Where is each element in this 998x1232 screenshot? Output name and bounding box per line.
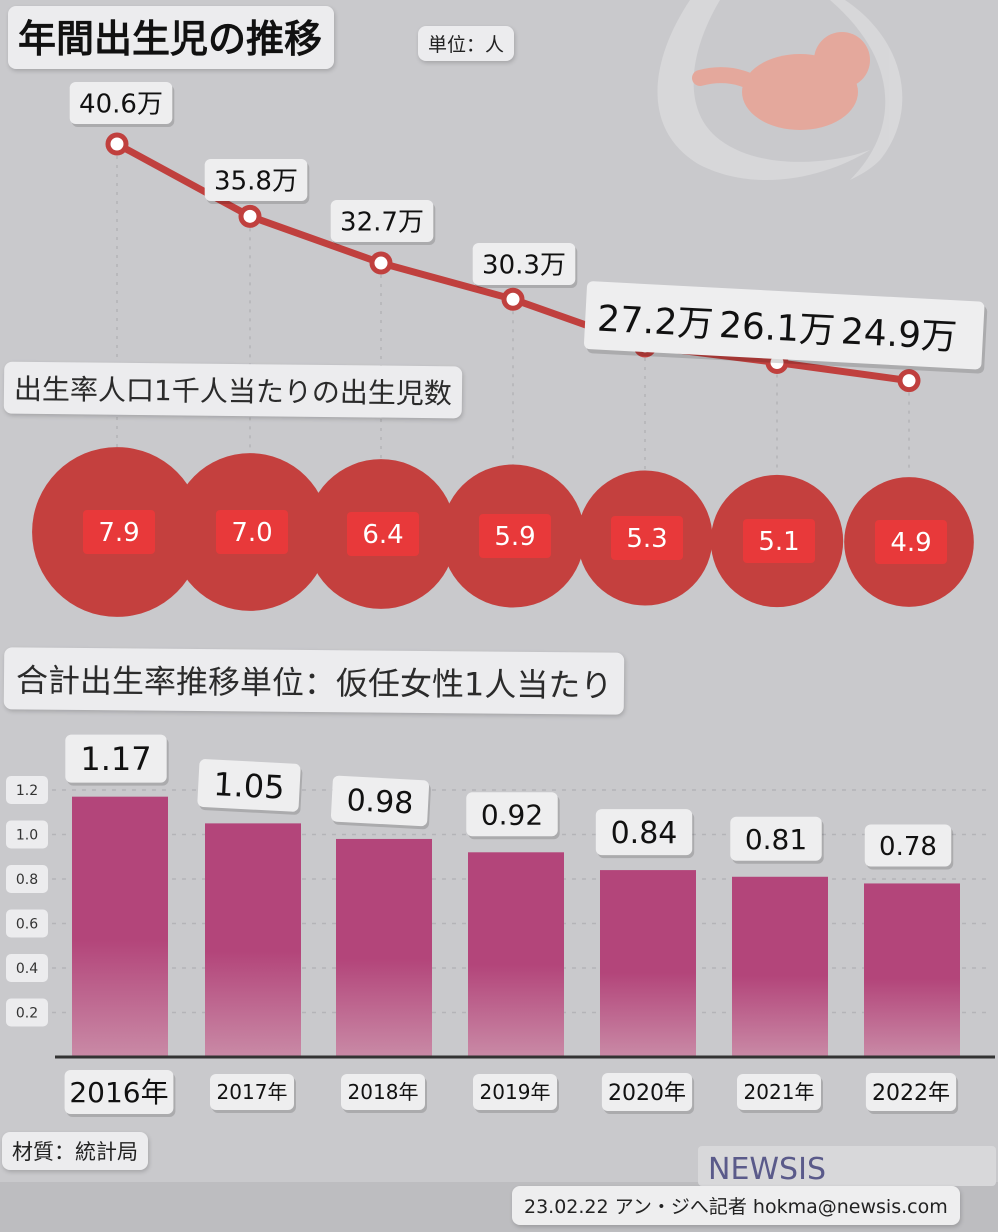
svg-text:6.4: 6.4 xyxy=(362,520,403,550)
y-tick-label: 0.6 xyxy=(6,909,48,938)
svg-text:35.8万: 35.8万 xyxy=(214,166,298,196)
y-tick-label: 0.2 xyxy=(6,998,48,1027)
x-tick-label: 2021年 xyxy=(737,1074,823,1113)
svg-text:0.98: 0.98 xyxy=(346,783,415,821)
svg-text:1.05: 1.05 xyxy=(212,765,285,807)
svg-text:7.9: 7.9 xyxy=(98,518,139,548)
source-label: 材質：統計局 xyxy=(2,1132,148,1170)
fertility-value-label: 1.05 xyxy=(197,759,303,815)
births-value-label: 24.9万 xyxy=(840,311,958,358)
y-tick-label: 1.0 xyxy=(6,820,48,849)
svg-text:4.9: 4.9 xyxy=(890,528,931,558)
birth-rate-value-label: 7.0 xyxy=(216,510,288,554)
svg-text:5.3: 5.3 xyxy=(626,524,667,554)
birth-rate-value-label: 6.4 xyxy=(347,512,419,556)
fertility-bar xyxy=(205,823,301,1057)
byline: 23.02.22 アン・ジへ記者 hokma@newsis.com xyxy=(512,1186,960,1225)
svg-text:2019年: 2019年 xyxy=(480,1080,551,1104)
birth-rate-value-label: 4.9 xyxy=(875,520,947,564)
fertility-value-label: 0.92 xyxy=(466,792,560,840)
svg-text:32.7万: 32.7万 xyxy=(340,207,424,237)
birth-rate-value-label: 5.1 xyxy=(743,519,815,563)
fertility-value-label: 1.17 xyxy=(65,734,169,786)
svg-text:0.8: 0.8 xyxy=(16,872,38,888)
y-tick-label: 0.8 xyxy=(6,865,48,893)
x-tick-label: 2017年 xyxy=(210,1074,296,1113)
birth-rate-title: 出生率人口1千人当たりの出生児数 xyxy=(3,361,463,419)
page-title: 年間出生児の推移 xyxy=(8,6,335,69)
x-tick-label: 2018年 xyxy=(341,1074,427,1113)
y-tick-label: 1.2 xyxy=(6,776,48,804)
x-tick-label: 2020年 xyxy=(601,1073,695,1114)
y-tick-label: 0.4 xyxy=(6,954,48,982)
svg-text:0.6: 0.6 xyxy=(16,917,38,933)
fertility-value-label: 0.84 xyxy=(595,809,695,859)
unit-label: 単位：人 xyxy=(418,26,515,61)
births-value-label: 35.8万 xyxy=(204,159,310,204)
fertility-rate-title: 合計出生率推移単位：仮任女性1人当たり xyxy=(3,647,625,715)
svg-text:0.4: 0.4 xyxy=(16,961,38,977)
x-tick-label: 2019年 xyxy=(473,1074,559,1113)
births-point xyxy=(105,132,129,156)
fertility-value-label: 0.78 xyxy=(864,824,954,870)
fertility-value-label: 0.98 xyxy=(330,775,431,830)
svg-text:2018年: 2018年 xyxy=(348,1080,419,1104)
svg-text:0.81: 0.81 xyxy=(745,823,807,856)
svg-text:1.17: 1.17 xyxy=(80,740,151,778)
births-value-label: 26.1万 xyxy=(718,305,836,352)
fertility-bar xyxy=(336,838,432,1057)
births-value-label: 30.3万 xyxy=(472,243,578,288)
x-tick-label: 2016年 xyxy=(64,1070,176,1117)
fertility-bar xyxy=(864,883,960,1057)
svg-text:5.9: 5.9 xyxy=(494,522,535,552)
svg-text:2022年: 2022年 xyxy=(872,1081,950,1106)
fertility-bar xyxy=(468,852,564,1057)
births-point xyxy=(897,369,921,393)
svg-text:5.1: 5.1 xyxy=(758,527,799,557)
births-point xyxy=(369,251,393,275)
svg-text:0.92: 0.92 xyxy=(481,798,543,831)
svg-text:30.3万: 30.3万 xyxy=(482,250,566,280)
brand-logo: NEWSIS xyxy=(698,1146,996,1187)
birth-rate-value-label: 5.9 xyxy=(479,514,551,558)
births-value-label: 27.2万 xyxy=(596,299,714,346)
births-point xyxy=(238,204,262,228)
svg-text:1.2: 1.2 xyxy=(16,783,38,799)
fertility-bar xyxy=(72,796,168,1057)
fertility-bar xyxy=(732,876,828,1057)
birth-rate-value-label: 5.3 xyxy=(611,516,683,560)
svg-text:0.2: 0.2 xyxy=(16,1006,38,1022)
births-value-label-group: 27.2万 26.1万 24.9万 xyxy=(584,281,988,374)
svg-text:7.0: 7.0 xyxy=(231,518,272,548)
fertility-value-label: 0.81 xyxy=(730,816,824,864)
svg-text:2020年: 2020年 xyxy=(608,1081,686,1106)
svg-text:0.84: 0.84 xyxy=(611,816,678,851)
births-value-label: 32.7万 xyxy=(330,200,436,245)
births-point xyxy=(501,287,525,311)
birth-rate-value-label: 7.9 xyxy=(83,510,155,554)
births-value-label: 40.6万 xyxy=(69,82,175,127)
svg-text:40.6万: 40.6万 xyxy=(79,89,163,119)
svg-text:2016年: 2016年 xyxy=(69,1076,168,1109)
x-tick-label: 2022年 xyxy=(865,1073,959,1114)
svg-text:2017年: 2017年 xyxy=(217,1080,288,1104)
baby-illustration-icon xyxy=(657,0,903,181)
svg-text:2021年: 2021年 xyxy=(744,1080,815,1104)
svg-text:0.78: 0.78 xyxy=(879,832,937,862)
fertility-bar xyxy=(600,870,696,1057)
svg-text:1.0: 1.0 xyxy=(16,828,38,844)
